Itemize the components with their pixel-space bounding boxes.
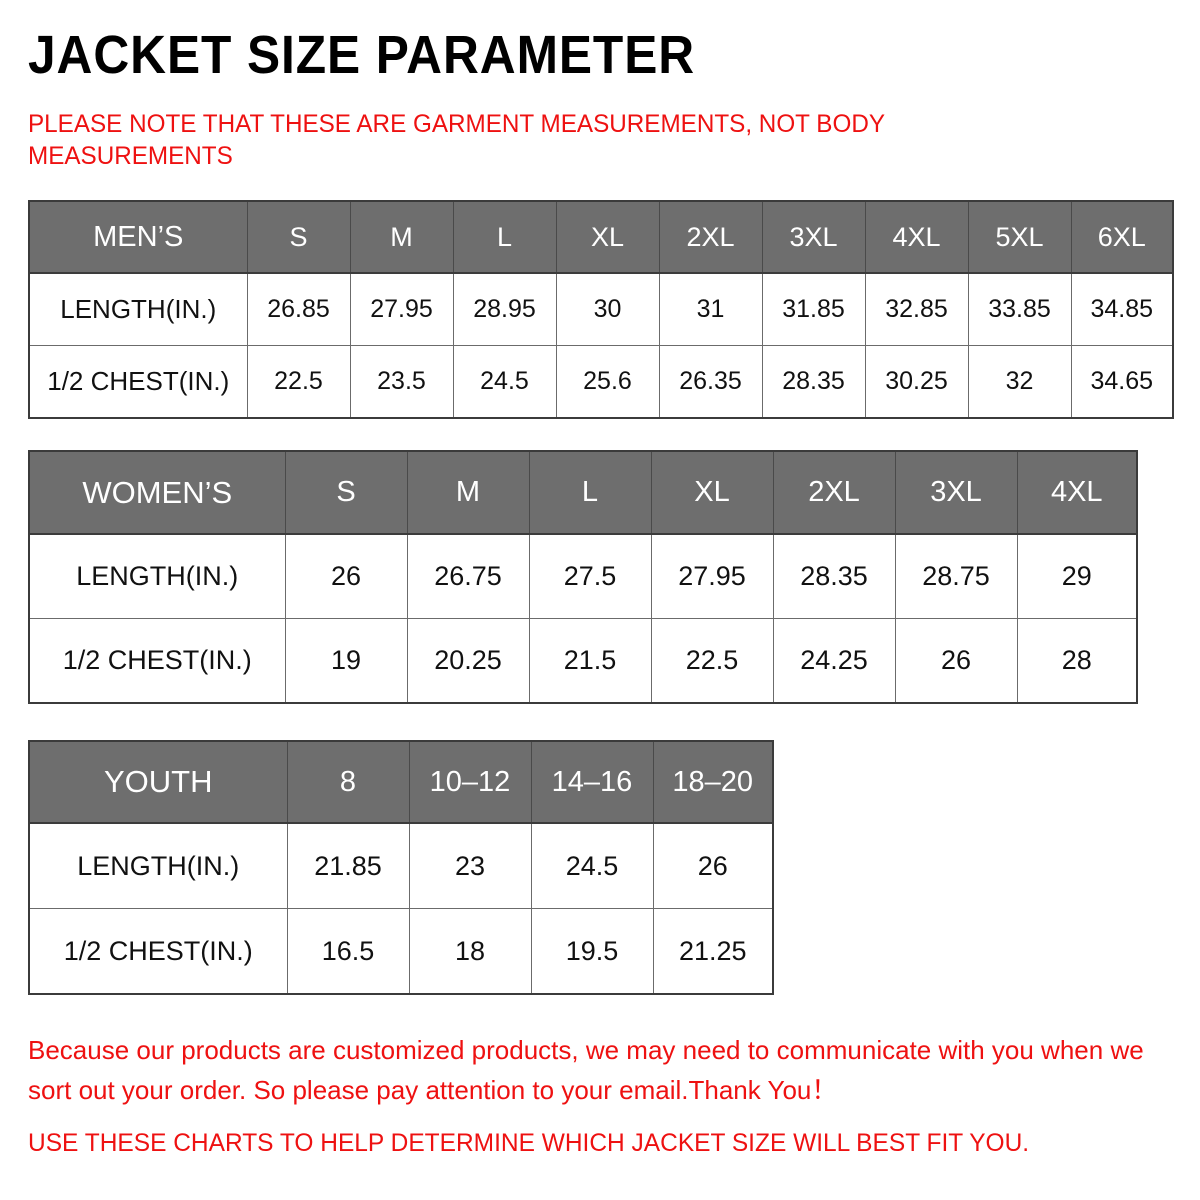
cell-value: 20.25 (406, 618, 530, 704)
womens-size-table: WOMEN’S S M L XL 2XL 3XL 4XL LENGTH(IN.)… (28, 450, 1138, 704)
cell-value: 30.25 (864, 345, 969, 419)
cell-value: 34.85 (1070, 272, 1174, 346)
column-header-xl: XL (555, 200, 660, 274)
cell-value: 16.5 (286, 908, 410, 995)
column-header-m: M (406, 450, 530, 535)
cell-value: 21.85 (286, 822, 410, 909)
cell-value: 27.95 (349, 272, 454, 346)
cell-value: 33.85 (967, 272, 1072, 346)
cell-value: 32.85 (864, 272, 969, 346)
cell-value: 21.25 (652, 908, 774, 995)
youth-size-table: YOUTH 8 10–12 14–16 18–20 LENGTH(IN.) 21… (28, 740, 774, 995)
table-row: LENGTH(IN.) 21.85 23 24.5 26 (28, 822, 774, 909)
cell-value: 24.5 (530, 822, 654, 909)
cell-value: 30 (555, 272, 660, 346)
cell-value: 24.5 (452, 345, 557, 419)
page-title: JACKET SIZE PARAMETER (28, 25, 696, 85)
cell-value: 28.75 (894, 533, 1018, 619)
youth-category-label: YOUTH (28, 740, 288, 824)
table-row: 1/2 CHEST(IN.) 16.5 18 19.5 21.25 (28, 908, 774, 995)
cell-value: 27.5 (528, 533, 652, 619)
column-header-m: M (349, 200, 454, 274)
column-header-6xl: 6XL (1070, 200, 1174, 274)
column-header-5xl: 5XL (967, 200, 1072, 274)
cell-value: 18 (408, 908, 532, 995)
column-header-3xl: 3XL (761, 200, 866, 274)
cell-value: 26.75 (406, 533, 530, 619)
cell-value: 24.25 (772, 618, 896, 704)
cell-value: 23.5 (349, 345, 454, 419)
row-label-half-chest: 1/2 CHEST(IN.) (28, 908, 288, 995)
table-row: LENGTH(IN.) 26.85 27.95 28.95 30 31 31.8… (28, 272, 1174, 346)
column-header-4xl: 4XL (864, 200, 969, 274)
cell-value: 22.5 (650, 618, 774, 704)
column-header-s: S (246, 200, 351, 274)
customized-products-note: Because our products are customized prod… (28, 1035, 1144, 1105)
cell-value: 26.35 (658, 345, 763, 419)
table-header-row: WOMEN’S S M L XL 2XL 3XL 4XL (28, 450, 1138, 535)
column-header-3xl: 3XL (894, 450, 1018, 535)
row-label-length: LENGTH(IN.) (28, 822, 288, 909)
table-row: 1/2 CHEST(IN.) 22.5 23.5 24.5 25.6 26.35… (28, 345, 1174, 419)
cell-value: 31.85 (761, 272, 866, 346)
womens-category-label: WOMEN’S (28, 450, 286, 535)
table-header-row: MEN’S S M L XL 2XL 3XL 4XL 5XL 6XL (28, 200, 1174, 274)
mens-size-table: MEN’S S M L XL 2XL 3XL 4XL 5XL 6XL LENGT… (28, 200, 1174, 419)
cell-value: 29 (1016, 533, 1138, 619)
row-label-length: LENGTH(IN.) (28, 533, 286, 619)
column-header-l: L (452, 200, 557, 274)
table-row: LENGTH(IN.) 26 26.75 27.5 27.95 28.35 28… (28, 533, 1138, 619)
mens-category-label: MEN’S (28, 200, 248, 274)
column-header-s: S (284, 450, 408, 535)
cell-value: 26 (894, 618, 1018, 704)
column-header-10-12: 10–12 (408, 740, 532, 824)
cell-value: 23 (408, 822, 532, 909)
use-charts-note: USE THESE CHARTS TO HELP DETERMINE WHICH… (28, 1129, 1030, 1157)
cell-value: 28.95 (452, 272, 557, 346)
cell-value: 22.5 (246, 345, 351, 419)
column-header-14-16: 14–16 (530, 740, 654, 824)
cell-value: 19.5 (530, 908, 654, 995)
cell-value: 34.65 (1070, 345, 1174, 419)
cell-value: 28 (1016, 618, 1138, 704)
table-header-row: YOUTH 8 10–12 14–16 18–20 (28, 740, 774, 824)
cell-value: 28.35 (772, 533, 896, 619)
cell-value: 25.6 (555, 345, 660, 419)
garment-measurement-notice: PLEASE NOTE THAT THESE ARE GARMENT MEASU… (28, 110, 885, 170)
cell-value: 32 (967, 345, 1072, 419)
column-header-18-20: 18–20 (652, 740, 774, 824)
column-header-l: L (528, 450, 652, 535)
table-row: 1/2 CHEST(IN.) 19 20.25 21.5 22.5 24.25 … (28, 618, 1138, 704)
cell-value: 28.35 (761, 345, 866, 419)
cell-value: 31 (658, 272, 763, 346)
cell-value: 19 (284, 618, 408, 704)
cell-value: 26.85 (246, 272, 351, 346)
cell-value: 21.5 (528, 618, 652, 704)
cell-value: 27.95 (650, 533, 774, 619)
row-label-length: LENGTH(IN.) (28, 272, 248, 346)
cell-value: 26 (284, 533, 408, 619)
column-header-4xl: 4XL (1016, 450, 1138, 535)
cell-value: 26 (652, 822, 774, 909)
column-header-2xl: 2XL (772, 450, 896, 535)
column-header-8: 8 (286, 740, 410, 824)
row-label-half-chest: 1/2 CHEST(IN.) (28, 618, 286, 704)
column-header-xl: XL (650, 450, 774, 535)
row-label-half-chest: 1/2 CHEST(IN.) (28, 345, 248, 419)
column-header-2xl: 2XL (658, 200, 763, 274)
